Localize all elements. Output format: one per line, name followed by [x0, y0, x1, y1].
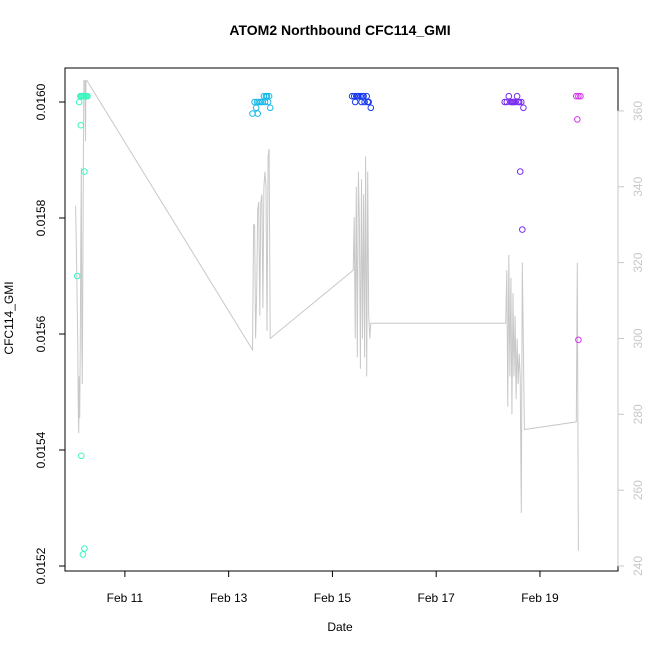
x-tick-label-1: Feb 13: [210, 591, 248, 605]
data-point-flight-2-3: [254, 110, 262, 117]
data-point-flight-4-14: [508, 98, 516, 106]
data-point-flight-3-11: [360, 92, 367, 100]
data-point-flight-2-13: [266, 104, 274, 112]
data-point-flight-1-12: [78, 452, 85, 460]
data-point-flight-3-14: [351, 98, 359, 106]
points-layer: [73, 92, 584, 558]
data-point-flight-5-3: [574, 116, 581, 123]
chart-title: ATOM2 Northbound CFC114_GMI: [229, 22, 450, 38]
data-point-flight-5-1: [575, 92, 582, 100]
y-right-tick-label-3: 300: [631, 328, 645, 348]
data-point-flight-3-12: [354, 92, 361, 100]
data-point-flight-4-0: [501, 98, 509, 106]
y-axis: 0.0152 0.0154 0.0156 0.0158 0.0160: [34, 83, 65, 584]
data-point-flight-1-9: [84, 92, 91, 100]
y-tick-label-3: 0.0158: [34, 199, 48, 236]
data-point-flight-4-8: [518, 98, 525, 106]
data-point-flight-4-9: [520, 104, 527, 112]
y-tick-label-4: 0.0160: [34, 83, 48, 120]
x-axis: Feb 11 Feb 13 Feb 15 Feb 17 Feb 19: [107, 571, 559, 605]
data-point-flight-1-0: [73, 272, 81, 280]
data-point-flight-4-13: [519, 226, 526, 233]
data-point-flight-5-0: [573, 92, 580, 100]
secondary-line-layer: [75, 80, 579, 551]
secondary-line: [75, 80, 579, 551]
x-axis-label: Date: [327, 620, 353, 634]
data-point-flight-4-10: [510, 98, 518, 106]
y-right-tick-label-2: 280: [631, 404, 645, 424]
y-tick-label-2: 0.0156: [34, 315, 48, 352]
x-tick-label-4: Feb 19: [521, 591, 559, 605]
data-point-flight-3-10: [367, 104, 375, 112]
data-point-flight-1-13: [79, 551, 87, 558]
y-tick-label-1: 0.0154: [34, 431, 48, 468]
x-tick-label-0: Feb 11: [107, 591, 144, 605]
y-tick-label-0: 0.0152: [34, 547, 48, 584]
x-tick-label-2: Feb 15: [314, 591, 352, 605]
data-point-flight-4-1: [503, 98, 511, 106]
data-point-flight-2-1: [251, 98, 258, 106]
data-point-flight-2-12: [265, 92, 273, 100]
y-right-tick-label-0: 240: [631, 556, 645, 576]
data-point-flight-3-9: [358, 98, 365, 106]
y-right-tick-label-6: 360: [631, 101, 645, 121]
x-tick-label-3: Feb 17: [418, 591, 456, 605]
y-right-tick-label-1: 260: [631, 480, 645, 500]
y-axis-right: 240 260 280 300 320 340 360: [617, 101, 645, 576]
data-point-flight-1-14: [81, 545, 88, 552]
data-point-flight-5-4: [575, 336, 582, 344]
y-axis-label: CFC114_GMI: [2, 281, 16, 354]
data-point-flight-4-11: [514, 98, 522, 106]
data-point-flight-1-11: [81, 168, 88, 175]
data-point-flight-4-2: [505, 92, 513, 100]
data-point-flight-4-12: [516, 168, 524, 175]
data-point-flight-5-2: [577, 92, 584, 100]
data-point-flight-2-14: [253, 98, 261, 106]
y-right-tick-label-4: 320: [631, 252, 645, 272]
y-right-tick-label-5: 340: [631, 176, 645, 196]
data-point-flight-3-13: [364, 98, 372, 106]
data-point-flight-1-10: [77, 121, 85, 129]
